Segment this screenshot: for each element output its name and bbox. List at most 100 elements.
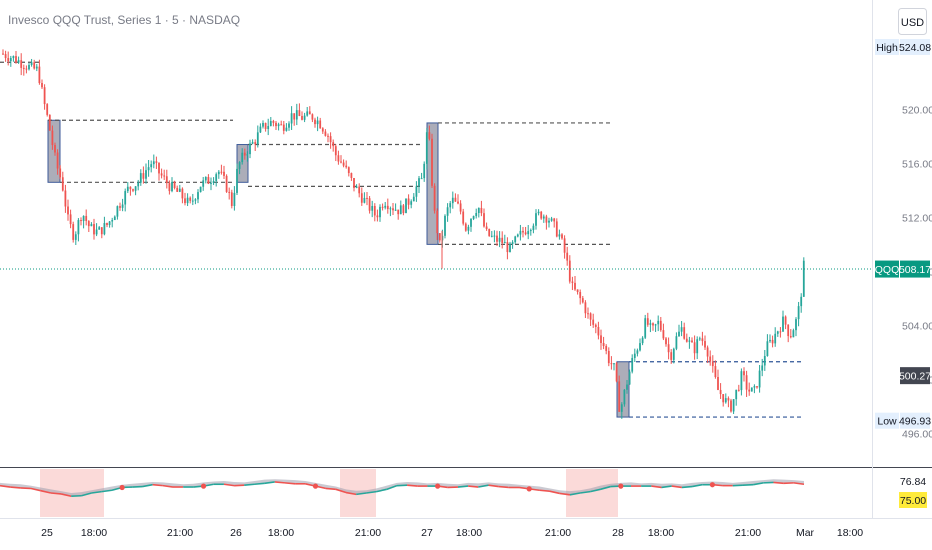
candle-body xyxy=(540,211,543,219)
candle-body xyxy=(298,110,301,116)
candle xyxy=(288,121,290,131)
currency-button[interactable] xyxy=(898,8,927,35)
indicator-dot xyxy=(200,483,207,489)
candle-body xyxy=(498,237,501,242)
candle xyxy=(9,55,12,67)
candle-body xyxy=(633,353,636,358)
candle xyxy=(129,186,132,196)
candle xyxy=(558,229,561,240)
indicator-line-segment xyxy=(681,485,693,489)
indicator-line-segment xyxy=(468,485,479,488)
candle-body xyxy=(108,221,111,226)
candle xyxy=(371,200,374,218)
candle xyxy=(334,144,337,162)
candle-body xyxy=(355,186,358,188)
level-lines xyxy=(0,61,803,418)
candle-body xyxy=(626,384,628,390)
candle xyxy=(199,186,202,193)
candle-body xyxy=(774,333,777,344)
time-axis-label: 27 xyxy=(421,527,433,539)
candle-body xyxy=(402,205,405,214)
candle-body xyxy=(652,323,654,326)
candle xyxy=(782,310,784,333)
indicator-dot xyxy=(526,486,532,492)
candle xyxy=(332,139,335,152)
indicator-line-segment xyxy=(284,482,296,485)
candle xyxy=(72,221,75,243)
candle xyxy=(217,170,220,179)
candle xyxy=(662,323,665,341)
candle xyxy=(119,202,121,211)
candle-body xyxy=(301,115,303,120)
candle-body xyxy=(116,206,119,217)
candle xyxy=(324,129,327,137)
candle-body xyxy=(597,326,600,336)
candle xyxy=(59,165,62,180)
candle xyxy=(163,169,166,181)
candle xyxy=(711,355,714,373)
candle xyxy=(740,368,743,396)
candle-body xyxy=(636,350,639,354)
candle-body xyxy=(145,170,147,179)
candle xyxy=(561,233,563,240)
candle xyxy=(33,59,36,70)
indicator-line-segment xyxy=(539,489,550,492)
candle-body xyxy=(103,223,106,235)
candle xyxy=(727,396,730,408)
currency-label[interactable]: USD xyxy=(901,17,924,29)
candle xyxy=(100,227,103,239)
candle-body xyxy=(594,324,597,327)
candle-body xyxy=(514,236,517,243)
candle xyxy=(550,216,553,222)
candle xyxy=(787,324,790,343)
candle-body xyxy=(418,178,420,187)
candle-body xyxy=(532,225,535,231)
candle-body xyxy=(9,58,12,62)
candle xyxy=(522,226,524,238)
candle xyxy=(230,189,233,209)
candle-body xyxy=(691,340,693,343)
candle-body xyxy=(111,220,114,222)
candle-body xyxy=(207,177,210,184)
candle xyxy=(17,56,20,64)
candle-body xyxy=(163,175,166,177)
candle xyxy=(189,196,192,204)
candle xyxy=(496,230,498,247)
candle xyxy=(228,187,231,200)
candle xyxy=(363,192,366,204)
candle-body xyxy=(550,218,553,221)
candle xyxy=(87,220,90,233)
candle-body xyxy=(688,340,691,342)
candle-body xyxy=(451,197,454,204)
indicator-line-segment xyxy=(40,489,52,494)
candle xyxy=(670,349,673,364)
candle xyxy=(376,209,379,222)
candle xyxy=(366,192,368,206)
candlestick-series[interactable] xyxy=(2,49,805,419)
candle xyxy=(667,337,670,360)
candle xyxy=(306,106,309,117)
candle-body xyxy=(61,177,64,191)
indicator-line-segment xyxy=(101,489,113,493)
candle-body xyxy=(212,181,215,183)
candle xyxy=(4,50,7,62)
candle-body xyxy=(678,331,680,337)
candle xyxy=(449,200,452,214)
candle-body xyxy=(428,132,431,139)
candle xyxy=(644,314,647,340)
candle-body xyxy=(623,389,626,405)
candle-body xyxy=(607,350,610,364)
candle xyxy=(758,365,761,393)
candle-body xyxy=(87,221,90,227)
candle-body xyxy=(480,207,483,214)
candle-body xyxy=(542,216,545,219)
candle-body xyxy=(48,114,51,131)
candle xyxy=(225,174,228,193)
candle-body xyxy=(340,161,342,163)
candle xyxy=(776,330,779,337)
candle-body xyxy=(360,193,363,203)
indicator-line-segment xyxy=(30,487,41,492)
candle xyxy=(488,228,491,237)
candle xyxy=(243,148,246,160)
